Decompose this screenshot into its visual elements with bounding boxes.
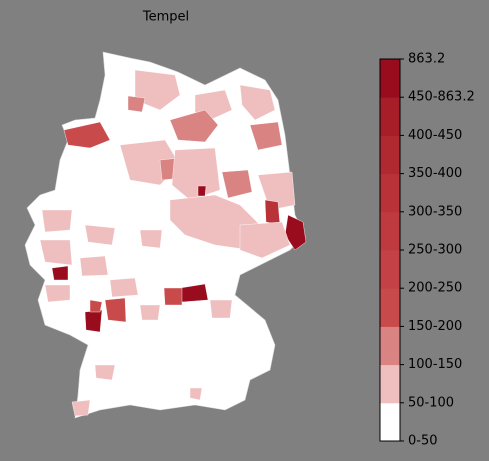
colorbar-label: 400-450 xyxy=(408,128,462,143)
colorbar-label: 300-350 xyxy=(408,204,462,219)
colorbar-label: 0-50 xyxy=(408,434,438,449)
region-patches xyxy=(39,69,307,417)
colorbar-segment xyxy=(380,364,400,404)
germany-map xyxy=(24,51,307,419)
colorbar-label: 150-200 xyxy=(408,319,462,334)
colorbar-label: 863.2 xyxy=(408,52,445,67)
colorbar-segment xyxy=(380,211,400,251)
map-title: Tempel xyxy=(142,10,189,25)
colorbar: 0-50 50-100 100-150 150-200 200-250 250-300 30… xyxy=(379,52,475,449)
colorbar-segment xyxy=(380,59,400,98)
colorbar-label: 50-100 xyxy=(408,395,454,410)
colorbar-label: 100-150 xyxy=(408,357,462,372)
colorbar-segment xyxy=(380,288,400,327)
colorbar-segment xyxy=(380,173,400,213)
colorbar-label: 350-400 xyxy=(408,166,462,181)
colorbar-segment xyxy=(380,402,400,442)
colorbar-segment xyxy=(380,326,400,366)
colorbar-label: 450-863.2 xyxy=(408,90,475,105)
colorbar-segment xyxy=(380,97,400,136)
colorbar-label: 200-250 xyxy=(408,281,462,296)
colorbar-label: 250-300 xyxy=(408,243,462,258)
colorbar-segment xyxy=(380,135,400,175)
colorbar-segment xyxy=(380,250,400,289)
